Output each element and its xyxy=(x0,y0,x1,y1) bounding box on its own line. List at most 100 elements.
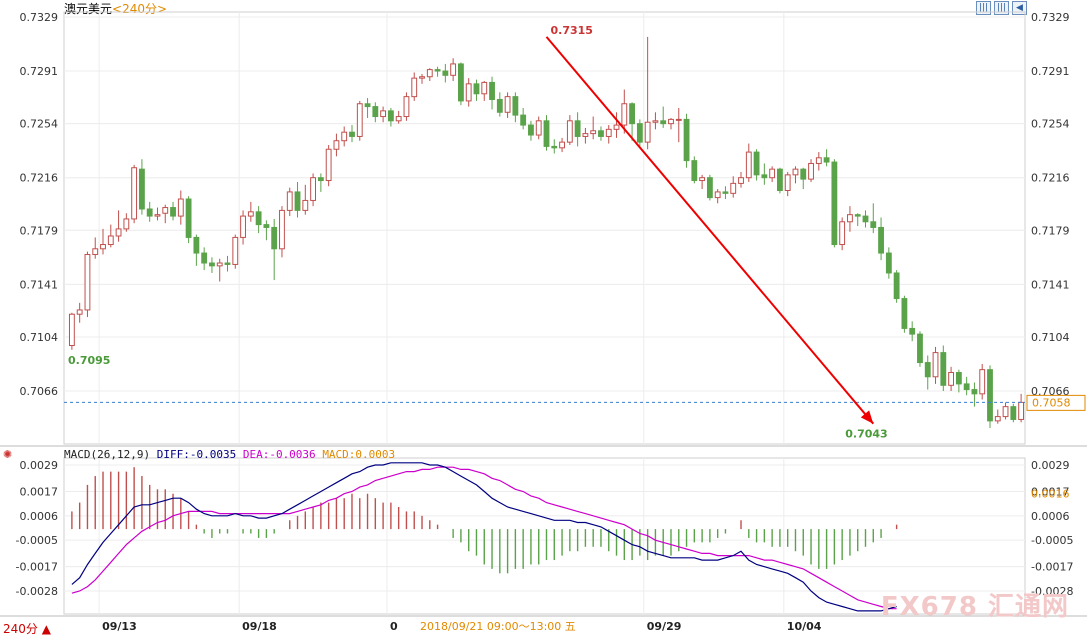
candle-body xyxy=(566,120,573,143)
candle-body xyxy=(815,157,822,164)
candle-body xyxy=(255,211,262,226)
candle-body xyxy=(706,177,713,199)
y-tick-label-left: 0.7329 xyxy=(20,11,59,24)
y-tick-label-right: 0.7329 xyxy=(1031,11,1070,24)
candle-body xyxy=(893,272,900,300)
candle-body xyxy=(356,103,363,137)
macd-tick-label-right: 0.0017 xyxy=(1031,486,1070,499)
candle-body xyxy=(504,96,511,113)
candle-body xyxy=(854,214,861,217)
y-tick-label-left: 0.7104 xyxy=(20,331,59,344)
candle-body xyxy=(123,218,130,230)
candle-body xyxy=(722,191,729,194)
candle-body xyxy=(380,110,387,118)
candle-body xyxy=(84,253,91,311)
candle-body xyxy=(387,110,394,122)
candle-body xyxy=(162,207,169,214)
candle-body xyxy=(994,416,1001,422)
candle-body xyxy=(364,103,371,108)
candle-body xyxy=(286,191,293,211)
candle-body xyxy=(598,130,604,137)
period-selector-button[interactable]: 240分 ▲ xyxy=(3,622,51,636)
crosshair-date-box xyxy=(398,619,604,634)
candle-body xyxy=(395,116,402,122)
candle-body xyxy=(154,214,161,217)
candle-body xyxy=(963,383,970,391)
y-tick-label-right: 0.7216 xyxy=(1031,172,1070,185)
candle-body xyxy=(465,83,472,102)
candle-body xyxy=(1002,406,1009,418)
candle-body xyxy=(240,215,246,238)
candle-body xyxy=(621,103,628,126)
candle-body xyxy=(372,106,379,118)
x-tick-label: 09/13 xyxy=(102,620,137,633)
candle-body xyxy=(691,160,698,182)
candle-body xyxy=(629,103,635,125)
y-tick-label-left: 0.7291 xyxy=(20,65,59,78)
macd-tick-label-right: -0.0005 xyxy=(1031,534,1073,547)
candle-body xyxy=(177,198,184,217)
macd-tick-label-left: 0.0006 xyxy=(20,510,59,523)
macd-tick-label-left: 0.0017 xyxy=(20,486,59,499)
candle-body xyxy=(901,298,908,329)
low-end-label: 0.7043 xyxy=(845,428,887,441)
trend-arrow-head xyxy=(860,410,874,424)
macd-panel-frame xyxy=(63,457,1026,615)
macd-tick-label-left: -0.0005 xyxy=(16,534,58,547)
candle-body xyxy=(831,161,838,246)
candle-body xyxy=(403,96,410,118)
candle-body xyxy=(714,191,721,199)
candle-body xyxy=(948,372,954,386)
candle-body xyxy=(76,309,83,315)
candle-body xyxy=(294,191,301,211)
candle-body xyxy=(100,244,106,250)
price-panel-frame xyxy=(63,11,1026,445)
candle-body xyxy=(590,130,597,135)
candle-body xyxy=(216,262,223,267)
y-tick-label-right: 0.7066 xyxy=(1031,385,1070,398)
last-price-box xyxy=(1026,394,1086,411)
candle-body xyxy=(823,157,830,163)
candle-body xyxy=(520,114,527,126)
candle-body xyxy=(263,224,270,228)
candle-body xyxy=(940,352,947,386)
y-tick-label-right: 0.7254 xyxy=(1031,118,1070,131)
candle-body xyxy=(660,120,667,125)
candle-body xyxy=(652,120,659,123)
candle-body xyxy=(107,235,114,246)
candle-body xyxy=(777,168,783,191)
candle-body xyxy=(115,228,122,237)
candle-body xyxy=(847,214,853,223)
candle-body xyxy=(247,211,254,217)
y-tick-label-left: 0.7141 xyxy=(20,278,59,291)
candle-body xyxy=(419,76,425,79)
candle-body xyxy=(613,124,620,130)
macd-last-label: 0.0016 xyxy=(1031,488,1070,501)
candle-body xyxy=(955,372,962,385)
diff-line xyxy=(71,462,897,612)
macd-params: MACD(26,12,9) xyxy=(64,448,151,461)
candle-body xyxy=(862,215,869,223)
y-tick-label-left: 0.7216 xyxy=(20,172,59,185)
candle-body xyxy=(924,362,931,378)
macd-tick-label-left: -0.0017 xyxy=(16,561,58,574)
candle-body xyxy=(784,174,791,191)
candle-body xyxy=(730,182,737,194)
candle-body xyxy=(582,133,589,137)
candle-body xyxy=(574,120,581,137)
candle-body xyxy=(302,199,309,211)
candle-body xyxy=(185,198,192,238)
candle-body xyxy=(668,118,674,125)
candle-body xyxy=(1018,401,1025,420)
high-label: 0.7315 xyxy=(551,24,593,37)
candle-body xyxy=(317,177,324,182)
settings-icon[interactable]: ✺ xyxy=(3,448,13,461)
y-tick-label-left: 0.7179 xyxy=(20,224,59,237)
candle-body xyxy=(870,221,877,228)
candle-body xyxy=(131,167,138,220)
candle-body xyxy=(839,221,846,246)
candle-body xyxy=(636,123,643,143)
x-tick-label: 09/29 xyxy=(647,620,682,633)
candle-body xyxy=(496,98,503,113)
